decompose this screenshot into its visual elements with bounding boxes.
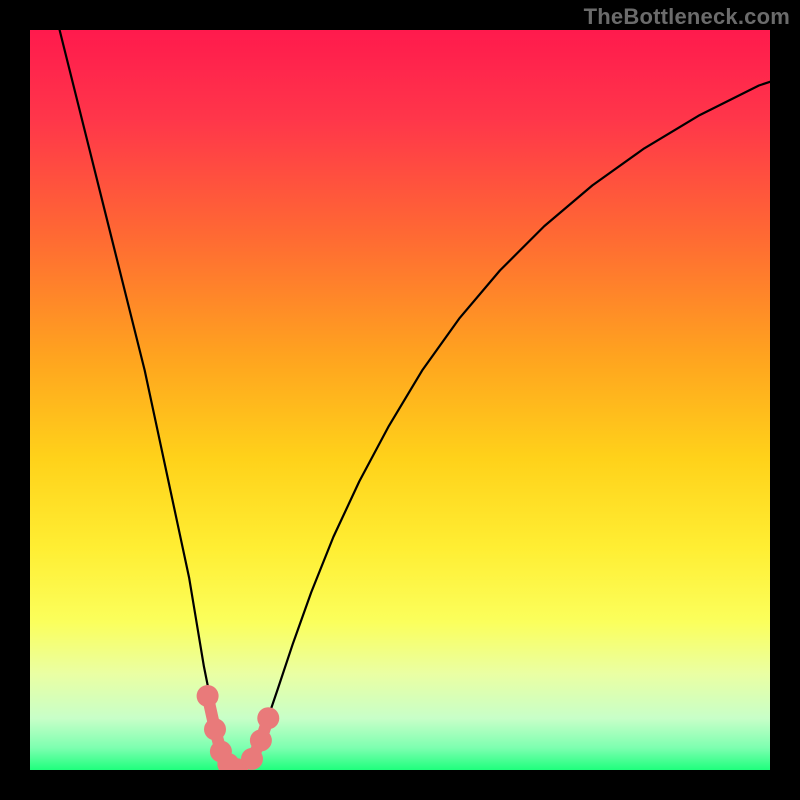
marker-dot <box>197 685 219 707</box>
plot-area <box>30 30 770 770</box>
marker-dot <box>204 718 226 740</box>
marker-dot <box>257 707 279 729</box>
chart-background <box>30 30 770 770</box>
chart-svg <box>30 30 770 770</box>
watermark-text: TheBottleneck.com <box>584 4 790 30</box>
frame <box>0 0 800 800</box>
marker-dot <box>250 729 272 751</box>
